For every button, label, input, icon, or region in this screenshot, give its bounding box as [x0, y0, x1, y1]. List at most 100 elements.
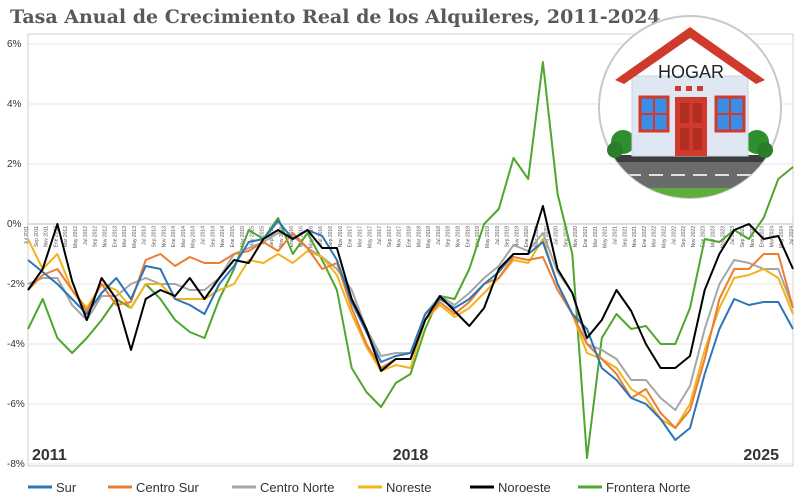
x-tick-label: Mar 2018	[416, 226, 422, 247]
x-tick-label: May 2018	[426, 226, 432, 248]
x-tick-label: Jul 2015	[259, 226, 265, 245]
y-tick-label: -6%	[7, 399, 25, 410]
x-tick-label: Sep 2016	[328, 226, 334, 248]
x-tick-label: Nov 2014	[220, 226, 226, 248]
x-tick-label: May 2012	[73, 226, 79, 248]
x-tick-label: Ene 2015	[230, 226, 236, 248]
x-tick-label: May 2024	[779, 226, 785, 248]
x-tick-label: Mar 2013	[122, 226, 128, 247]
x-tick-label: May 2016	[308, 226, 314, 248]
x-tick-label: Jul 2022	[671, 226, 677, 245]
x-tick-label: Mar 2017	[357, 226, 363, 247]
y-tick-label: 4%	[7, 99, 22, 110]
x-tick-label: May 2021	[603, 226, 609, 248]
house-door	[675, 97, 707, 156]
x-tick-label: Nov 2011	[44, 226, 50, 247]
x-tick-label: May 2014	[191, 226, 197, 248]
plot-frame	[27, 33, 794, 467]
x-tick-label: May 2017	[367, 226, 373, 248]
series-line-centro-sur	[27, 232, 794, 429]
x-tick-label: Sep 2013	[152, 226, 158, 248]
house-image: HOGAR	[598, 15, 782, 199]
y-axis-labels: 6% 4% 2% 0% -2% -4% -6% -8%	[7, 39, 25, 470]
x-tick-label: Sep 2023	[740, 226, 746, 248]
x-tick-label: Nov 2020	[573, 226, 579, 248]
x-tick-label: Mar 2022	[652, 226, 658, 247]
legend: Sur Centro Sur Centro Norte Noreste Noroeste…	[28, 480, 691, 495]
x-tick-label: Mar 2021	[593, 226, 599, 247]
x-tick-label: Ene 2012	[53, 226, 59, 248]
x-tick-label: Mar 2014	[181, 226, 187, 247]
x-tick-label: Jul 2024	[789, 226, 795, 245]
x-tick-label: Jul 2023	[730, 226, 736, 245]
legend-label-sur: Sur	[56, 480, 77, 495]
x-tick-label: May 2013	[132, 226, 138, 248]
x-tick-label: Sep 2014	[210, 226, 216, 248]
x-tick-label: Jul 2018	[436, 226, 442, 245]
x-tick-label: Mar 2015	[240, 226, 246, 247]
x-tick-label: Nov 2017	[397, 226, 403, 248]
x-tick-label: Ene 2019	[465, 226, 471, 248]
y-tick-label: -8%	[7, 459, 25, 470]
x-tick-label: Ene 2021	[583, 226, 589, 248]
x-tick-label: Jul 2020	[554, 226, 560, 245]
x-tick-label: Mar 2012	[63, 226, 69, 247]
x-tick-label: Jul 2017	[377, 226, 383, 245]
legend-label-centro-norte: Centro Norte	[260, 480, 334, 495]
series-line-centro-norte	[27, 232, 794, 411]
year-label: 2018	[393, 447, 429, 464]
x-tick-label: May 2019	[485, 226, 491, 248]
x-tick-label: Nov 2018	[456, 226, 462, 248]
x-tick-label: Jul 2019	[495, 226, 501, 245]
x-tick-label: Sep 2021	[622, 226, 628, 248]
x-tick-label: Mar 2016	[299, 226, 305, 247]
x-tick-label: Jul 2011	[24, 226, 30, 245]
x-tick-label: Sep 2019	[505, 226, 511, 248]
x-tick-label: Sep 2018	[446, 226, 452, 248]
x-tick-label: Nov 2016	[338, 226, 344, 248]
x-tick-label: Mar 2023	[711, 226, 717, 247]
x-tick-label: Ene 2014	[171, 226, 177, 248]
y-tick-label: 6%	[7, 39, 22, 50]
x-tick-label: Jul 2021	[612, 226, 618, 245]
x-tick-label: Ene 2017	[348, 226, 354, 248]
year-label: 2011	[32, 447, 67, 464]
x-tick-label: Nov 2013	[161, 226, 167, 248]
year-label: 2025	[743, 447, 779, 464]
x-tick-label: Ene 2020	[524, 226, 530, 248]
x-tick-label: Mar 2019	[475, 226, 481, 247]
house-sign-text: HOGAR	[658, 62, 724, 82]
series-lines	[27, 61, 794, 459]
x-tick-label: Sep 2012	[93, 226, 99, 248]
x-tick-label: Jul 2013	[142, 226, 148, 245]
y-tick-label: 0%	[7, 219, 22, 230]
x-tick-label: Ene 2018	[407, 226, 413, 248]
legend-label-centro-sur: Centro Sur	[136, 480, 200, 495]
x-tick-label: Nov 2023	[750, 226, 756, 248]
y-tick-label: -4%	[7, 339, 25, 350]
x-tick-label: Jul 2012	[83, 226, 89, 245]
chart-title: Tasa Anual de Crecimiento Real de los Al…	[10, 6, 661, 28]
x-tick-label: Nov 2019	[514, 226, 520, 248]
y-tick-label: -2%	[7, 279, 25, 290]
x-tick-label: May 2015	[250, 226, 256, 248]
x-tick-label: Nov 2021	[632, 226, 638, 248]
x-tick-label: Sep 2017	[387, 226, 393, 248]
x-tick-label: Nov 2022	[691, 226, 697, 248]
house-roof	[615, 27, 765, 84]
y-tick-label: 2%	[7, 159, 22, 170]
x-tick-label: Nov 2015	[279, 226, 285, 248]
x-tick-label: Nov 2012	[102, 226, 108, 248]
legend-label-frontera-norte: Frontera Norte	[606, 480, 691, 495]
series-line-noroeste	[27, 205, 794, 372]
x-tick-label: Mar 2020	[534, 226, 540, 247]
legend-label-noroeste: Noroeste	[498, 480, 551, 495]
year-labels: 2011 2018 2025	[32, 447, 779, 464]
legend-label-noreste: Noreste	[386, 480, 432, 495]
grid-lines	[28, 43, 793, 465]
x-tick-label: Ene 2013	[112, 226, 118, 248]
series-line-noreste	[27, 238, 794, 429]
x-tick-label: May 2023	[720, 226, 726, 248]
x-tick-label: Ene 2023	[701, 226, 707, 248]
